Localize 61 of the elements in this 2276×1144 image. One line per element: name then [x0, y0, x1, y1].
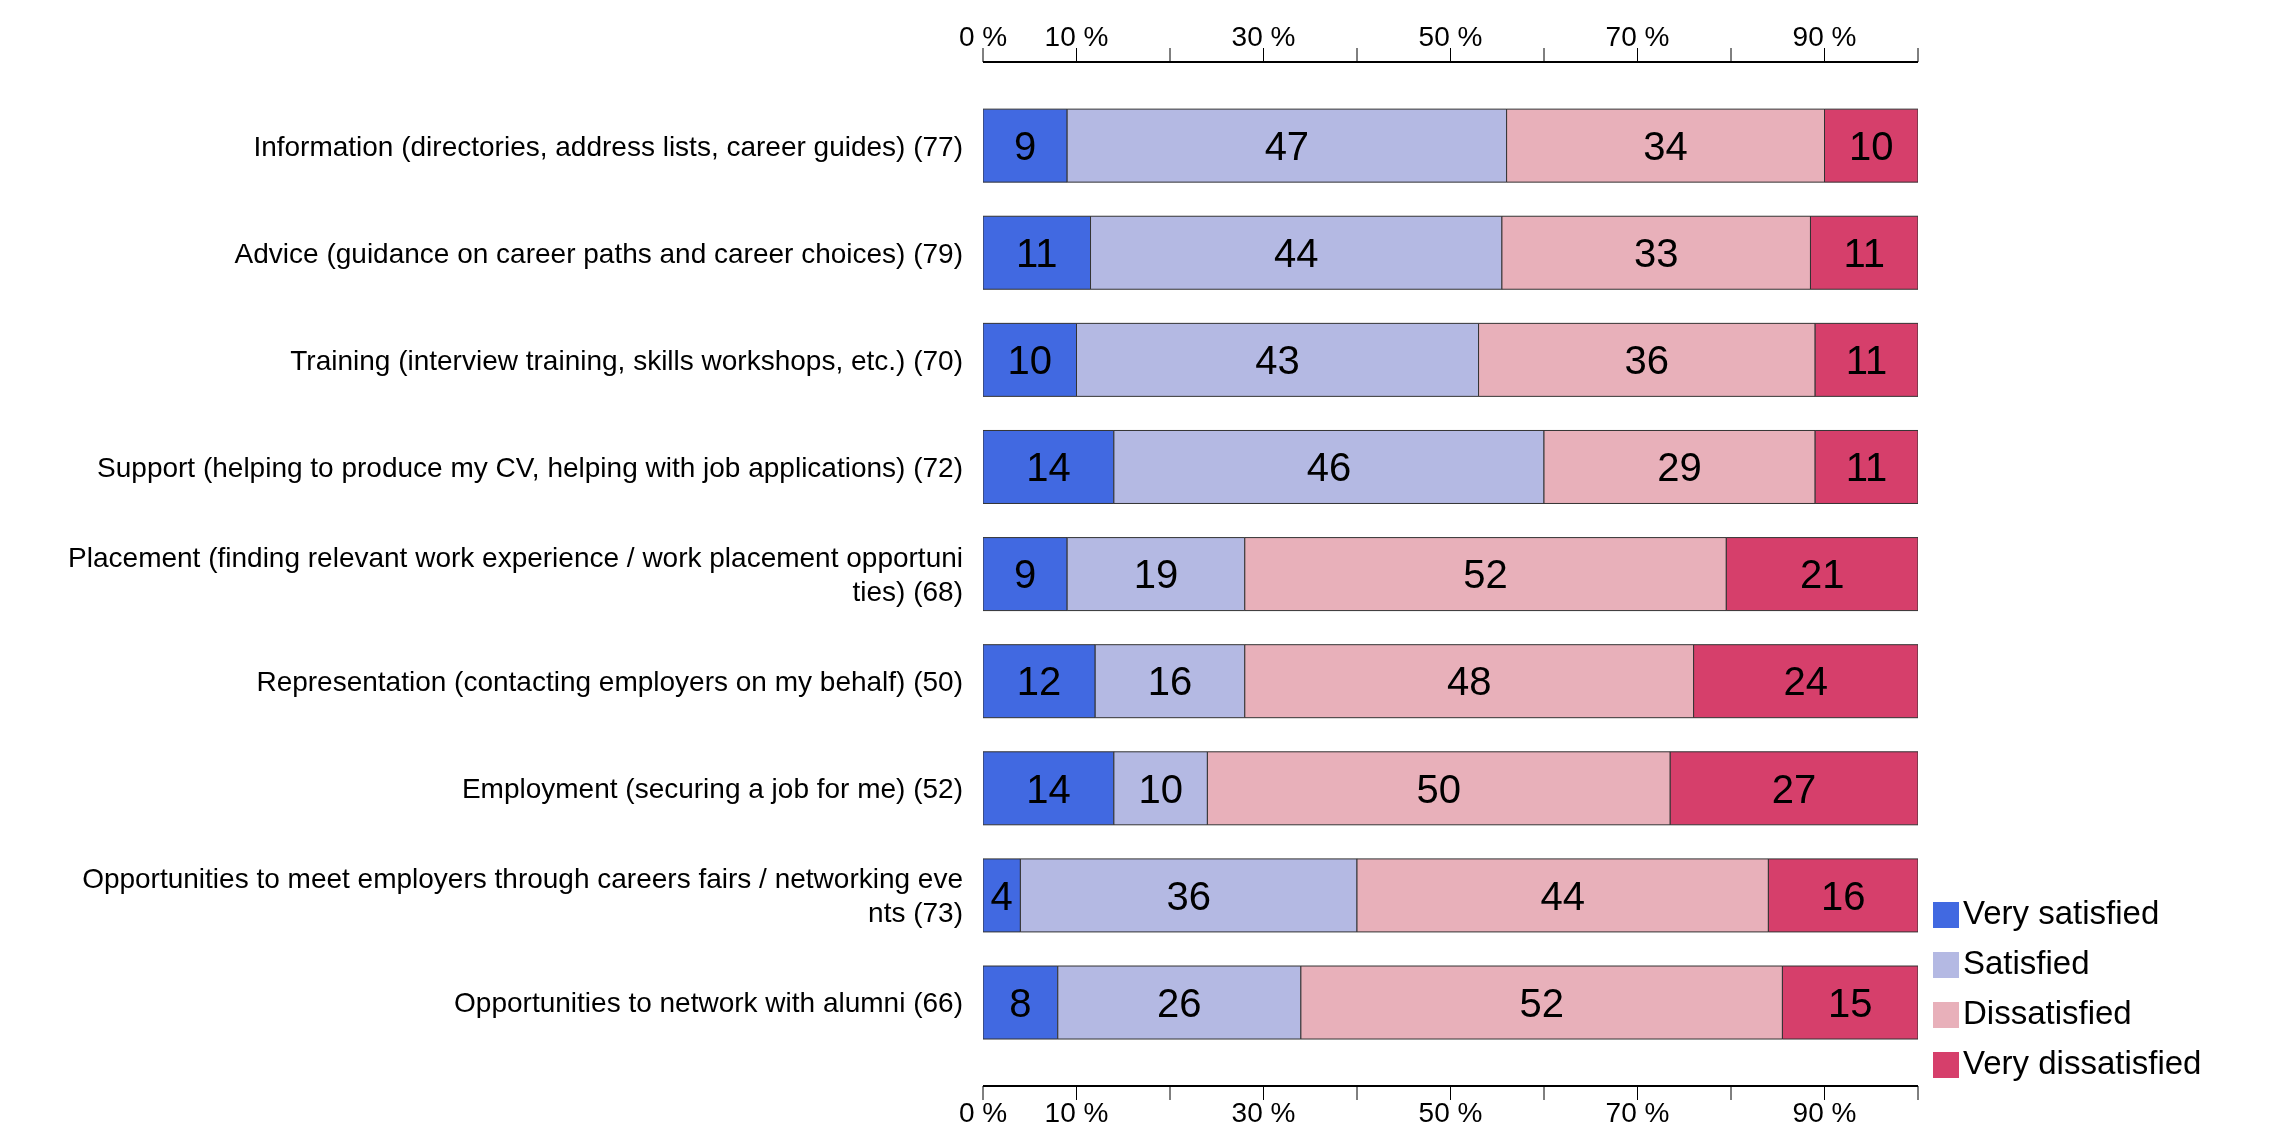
data-label: 34 — [1643, 123, 1688, 168]
data-label: 9 — [1013, 552, 1037, 597]
x2-tick-label: 10 % — [1044, 21, 1109, 52]
x-tick-label: 50 % — [1418, 1096, 1483, 1128]
data-label: 46 — [1306, 445, 1352, 490]
data-label: 8 — [1009, 980, 1032, 1025]
data-label: 24 — [1783, 659, 1829, 704]
legend-label: Very satisfied — [1963, 894, 2160, 931]
y-tick-label: Employment (securing a job for me) (52) — [461, 772, 963, 804]
x-tick-label: 30 % — [1231, 1096, 1296, 1128]
y-tick-label: Advice (guidance on career paths and career choices) (79) — [234, 237, 963, 269]
data-label: 19 — [1133, 552, 1179, 597]
data-label: 10 — [1007, 338, 1052, 383]
data-label: 4 — [990, 873, 1013, 918]
data-label: 12 — [1016, 659, 1062, 704]
data-label: 36 — [1624, 338, 1670, 383]
data-label: 47 — [1264, 123, 1310, 168]
data-label: 43 — [1255, 338, 1300, 383]
x2-tick-label: 70 % — [1605, 21, 1670, 52]
y-tick-label: Opportunities to meet employers through careers fairs / networking eve nts (73) — [82, 862, 963, 928]
data-label: 52 — [1463, 552, 1508, 597]
x2-tick-label: 30 % — [1231, 21, 1296, 52]
data-label: 27 — [1771, 766, 1817, 811]
y-tick-label: Placement (finding relevant work experience / work placement opportuni ties) (68) — [68, 541, 963, 607]
y-tick-label: Information (directories, address lists, career guides) (77) — [253, 130, 963, 162]
data-label: 15 — [1827, 980, 1873, 1025]
legend-label: Satisfied — [1963, 944, 2090, 981]
x2-tick-label: 90 % — [1792, 21, 1857, 52]
x-tick-label: 90 % — [1792, 1096, 1857, 1128]
data-label: 44 — [1273, 230, 1319, 275]
x-tick-label: 0 % — [958, 1096, 1008, 1128]
y-tick-label: Opportunities to network with alumni (66) — [454, 986, 963, 1018]
y-tick-label: Representation (contacting employers on my behalf) (50) — [256, 665, 963, 697]
data-label: 11 — [1845, 338, 1888, 383]
data-label: 33 — [1633, 230, 1679, 275]
x2-tick-label: 50 % — [1418, 21, 1483, 52]
data-label: 29 — [1657, 445, 1702, 490]
data-label: 14 — [1026, 445, 1071, 490]
data-label: 50 — [1416, 766, 1462, 811]
data-label: 52 — [1519, 980, 1564, 1025]
legend-label: Dissatisfied — [1963, 994, 2132, 1031]
data-label: 48 — [1446, 659, 1492, 704]
data-label: 16 — [1147, 659, 1193, 704]
y-tick-label: Support (helping to produce my CV, helping with job applications) (72) — [97, 451, 963, 483]
legend-label: Very dissatisfied — [1963, 1044, 2202, 1081]
data-label: 21 — [1799, 552, 1845, 597]
data-label: 16 — [1820, 873, 1866, 918]
data-label: 11 — [1016, 230, 1058, 275]
data-label: 10 — [1849, 123, 1894, 168]
data-label: 10 — [1138, 766, 1183, 811]
x-tick-label: 70 % — [1605, 1096, 1670, 1128]
data-label: 11 — [1843, 230, 1885, 275]
x-tick-label: 10 % — [1044, 1096, 1109, 1128]
data-label: 11 — [1845, 445, 1888, 490]
data-label: 36 — [1166, 873, 1211, 918]
x2-tick-label: 0 % — [958, 21, 1008, 52]
data-label: 9 — [1013, 123, 1037, 168]
y-tick-label: Training (interview training, skills workshops, etc.) (70) — [290, 344, 963, 376]
data-label: 26 — [1157, 980, 1202, 1025]
data-label: 14 — [1026, 766, 1071, 811]
data-label: 44 — [1540, 873, 1585, 918]
